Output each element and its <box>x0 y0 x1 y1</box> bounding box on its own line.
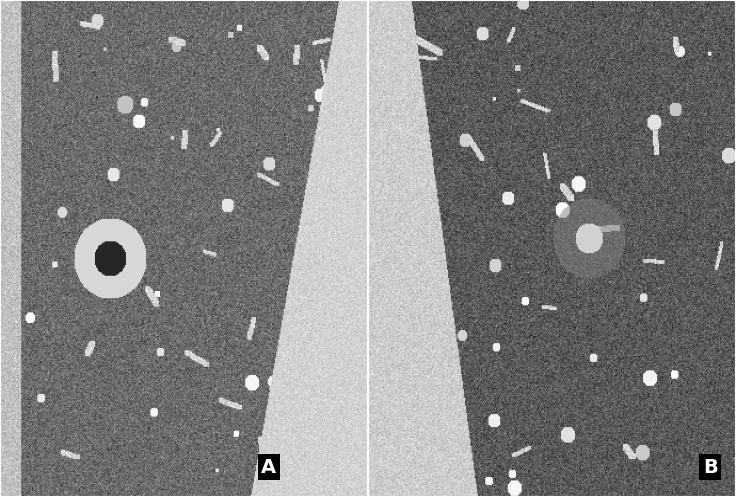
Text: A: A <box>261 458 276 477</box>
Text: B: B <box>703 458 718 477</box>
